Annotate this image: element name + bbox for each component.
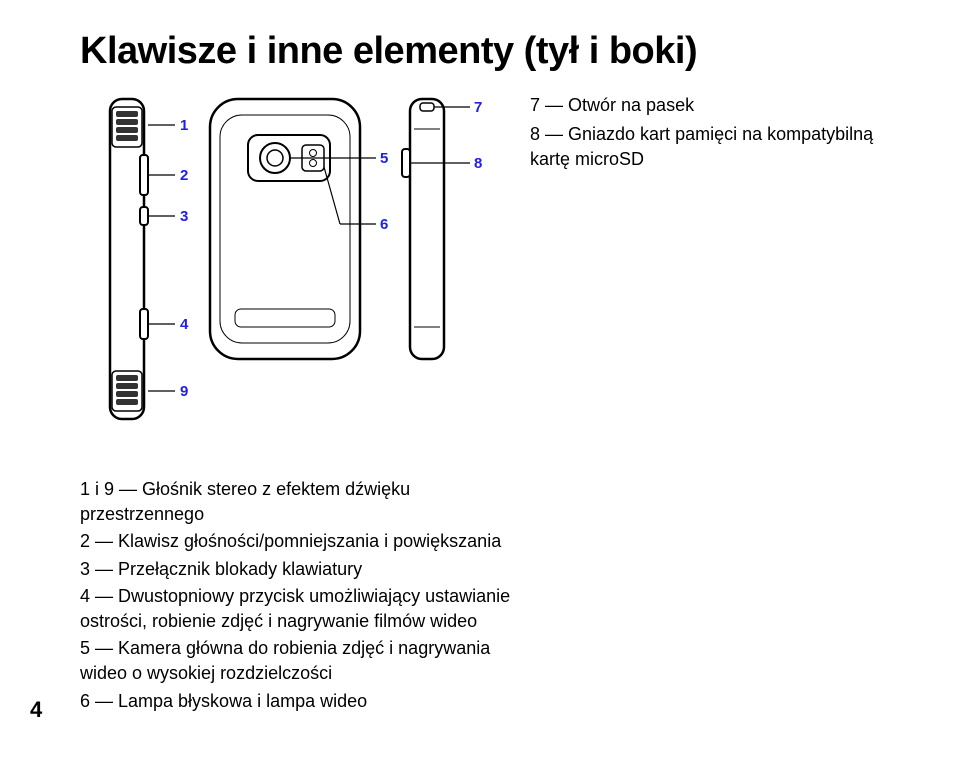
page-number: 4 <box>30 697 42 723</box>
diagram-label-2: 2 <box>180 167 188 184</box>
diagram-label-3: 3 <box>180 208 188 225</box>
legend-2: 2 — Klawisz głośności/pomniejszania i po… <box>80 529 520 554</box>
diagram-label-5: 5 <box>380 150 388 167</box>
legend-4: 4 — Dwustopniowy przycisk umożliwiający … <box>80 584 520 634</box>
label-8: 8 — Gniazdo kart pamięci na kompatybilną… <box>530 122 900 172</box>
right-label-list: 7 — Otwór na pasek 8 — Gniazdo kart pami… <box>530 89 900 177</box>
legend-5: 5 — Kamera główna do robienia zdjęć i na… <box>80 636 520 686</box>
diagram-label-9: 9 <box>180 383 188 400</box>
diagram-label-8: 8 <box>474 155 482 172</box>
legend-list: 1 i 9 — Głośnik stereo z efektem dźwięku… <box>80 477 520 714</box>
phone-left-side <box>110 99 148 419</box>
content-row: 1 2 3 4 9 <box>80 89 900 449</box>
legend-1: 1 i 9 — Głośnik stereo z efektem dźwięku… <box>80 477 520 527</box>
diagram-label-1: 1 <box>180 117 188 134</box>
phone-right-side <box>402 99 444 359</box>
phone-diagram: 1 2 3 4 9 <box>80 89 500 449</box>
phone-back <box>210 99 360 359</box>
diagram-label-7: 7 <box>474 99 482 116</box>
diagram-label-4: 4 <box>180 316 189 333</box>
diagram-label-6: 6 <box>380 216 388 233</box>
page-title: Klawisze i inne elementy (tył i boki) <box>80 30 900 73</box>
label-7: 7 — Otwór na pasek <box>530 93 900 118</box>
legend-3: 3 — Przełącznik blokady klawiatury <box>80 557 520 582</box>
legend-6: 6 — Lampa błyskowa i lampa wideo <box>80 689 520 714</box>
